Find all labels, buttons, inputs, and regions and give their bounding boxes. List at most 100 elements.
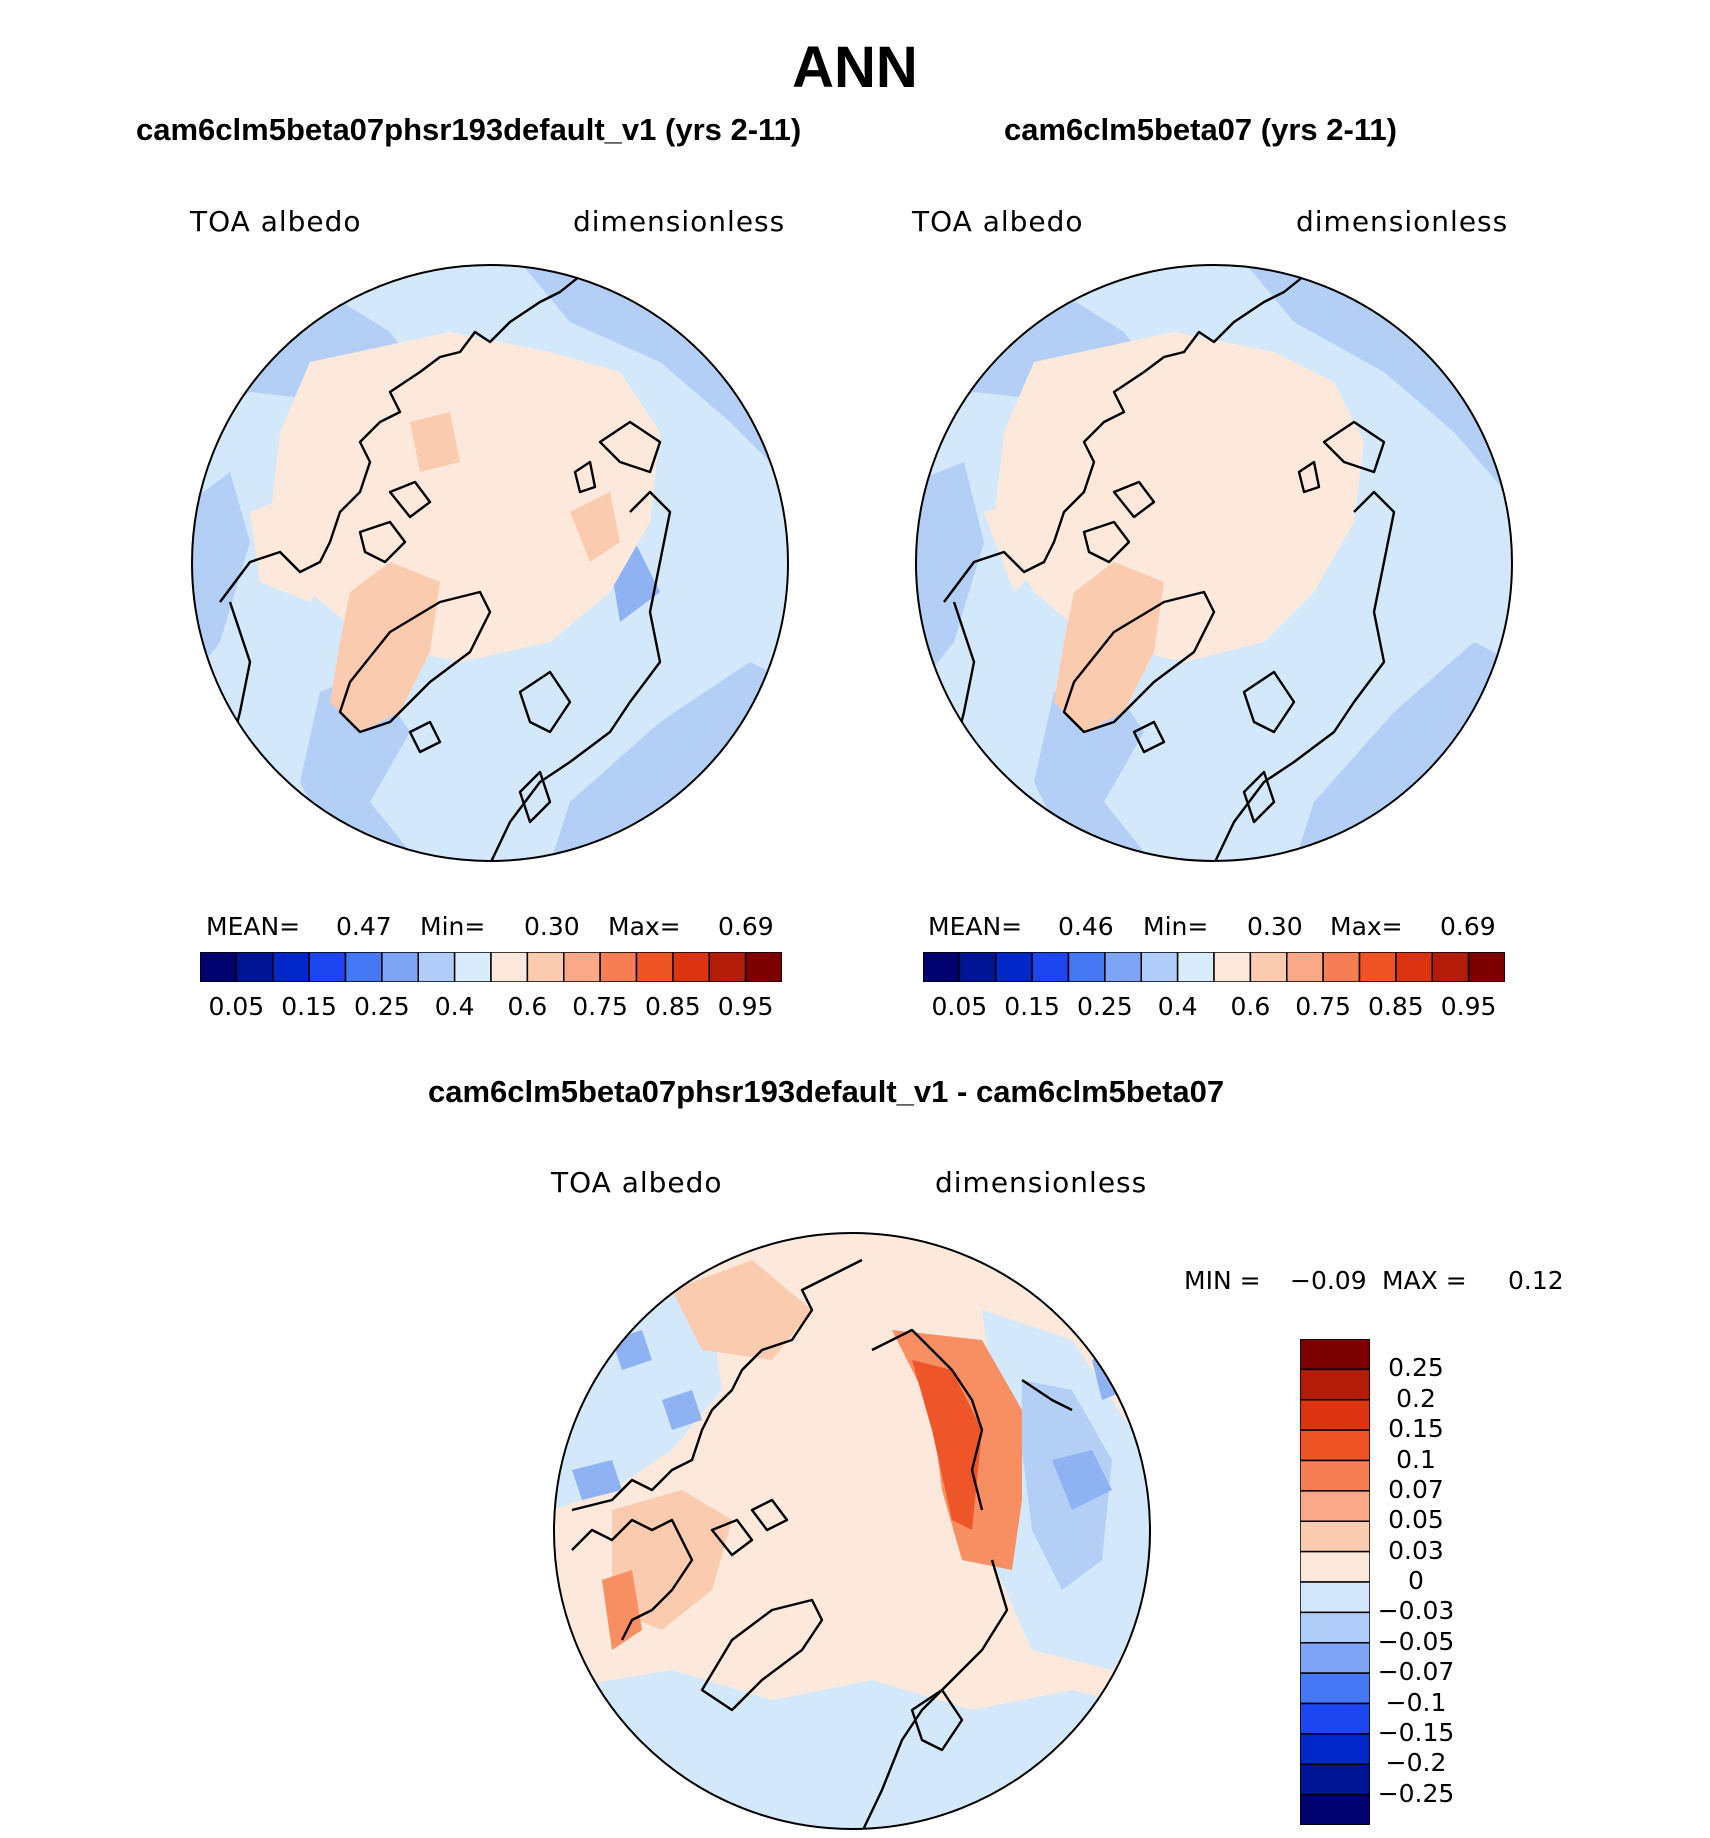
colorbar-tick-label: 0.6 xyxy=(507,992,548,1021)
difference-colorbar xyxy=(1300,1339,1370,1825)
colorbar-swatch xyxy=(1300,1642,1370,1674)
colorbar-swatch xyxy=(1300,1702,1370,1735)
colorbar-tick-label: 0.4 xyxy=(434,992,475,1021)
colorbar-swatch xyxy=(1395,952,1433,982)
colorbar-tick-label: 0.25 xyxy=(1077,992,1133,1021)
colorbar-tick-label: 0.6 xyxy=(1230,992,1271,1021)
colorbar-swatch xyxy=(272,952,310,982)
panel-1-units: dimensionless xyxy=(573,205,786,238)
colorbar-swatch xyxy=(672,952,710,982)
colorbar-tick-label: 0.15 xyxy=(281,992,337,1021)
colorbar-tick-label: 0.75 xyxy=(572,992,628,1021)
difference-units: dimensionless xyxy=(935,1166,1148,1199)
colorbar-swatch xyxy=(1300,1429,1370,1462)
colorbar-tick-label: 0.4 xyxy=(1157,992,1198,1021)
panel-2-min-label: Min= xyxy=(1143,912,1209,941)
colorbar-swatch xyxy=(1300,1399,1370,1431)
colorbar-swatch xyxy=(1031,952,1070,982)
panel-1-colorbar xyxy=(200,952,782,982)
colorbar-tick-label: 0.95 xyxy=(717,992,774,1021)
colorbar-swatch xyxy=(1286,952,1324,982)
colorbar-tick-label: 0.25 xyxy=(1388,1353,1444,1383)
colorbar-swatch xyxy=(344,952,383,982)
colorbar-swatch xyxy=(1140,952,1179,982)
colorbar-swatch xyxy=(1300,1550,1370,1583)
difference-coastlines xyxy=(571,1258,1073,1829)
colorbar-swatch xyxy=(744,952,782,982)
panel-1-min-value: 0.30 xyxy=(524,912,580,941)
colorbar-swatch xyxy=(958,952,997,982)
colorbar-swatch xyxy=(381,952,419,982)
difference-map xyxy=(553,1232,1151,1830)
colorbar-swatch xyxy=(923,952,961,982)
colorbar-tick-label: −0.05 xyxy=(1377,1626,1455,1656)
colorbar-swatch xyxy=(1104,952,1142,982)
panel-2-max-value: 0.69 xyxy=(1440,912,1496,941)
colorbar-swatch xyxy=(1300,1520,1370,1553)
colorbar-swatch xyxy=(1300,1672,1370,1705)
colorbar-tick-label: 0.85 xyxy=(645,992,701,1021)
difference-min-value: −0.09 xyxy=(1290,1266,1367,1295)
colorbar-swatch xyxy=(1322,952,1361,982)
panel-2-units: dimensionless xyxy=(1296,205,1509,238)
colorbar-tick-label: 0.15 xyxy=(1388,1414,1444,1444)
difference-title: cam6clm5beta07phsr193default_v1 - cam6cl… xyxy=(428,1074,1225,1109)
panel-2-colorbar xyxy=(923,952,1505,982)
colorbar-swatch xyxy=(453,952,492,982)
difference-variable: TOA albedo xyxy=(551,1166,723,1199)
difference-max-value: 0.12 xyxy=(1508,1266,1564,1295)
panel-1-min-label: Min= xyxy=(420,912,486,941)
colorbar-swatch xyxy=(708,952,747,982)
colorbar-swatch xyxy=(1300,1490,1370,1522)
colorbar-swatch xyxy=(1300,1339,1370,1371)
colorbar-tick-label: 0 xyxy=(1408,1566,1424,1595)
colorbar-tick-label: −0.25 xyxy=(1377,1778,1455,1808)
colorbar-swatch xyxy=(417,952,456,982)
colorbar-swatch xyxy=(490,952,529,982)
colorbar-swatch xyxy=(235,952,274,982)
colorbar-swatch xyxy=(1249,952,1288,982)
colorbar-swatch xyxy=(563,952,601,982)
panel-2-variable: TOA albedo xyxy=(912,205,1084,238)
colorbar-swatch xyxy=(1300,1611,1370,1644)
panel-1-max-label: Max= xyxy=(608,912,681,941)
difference-max-label: MAX = xyxy=(1382,1266,1467,1295)
panel-1-mean-label: MEAN= xyxy=(206,912,301,941)
difference-min-label: MIN = xyxy=(1184,1266,1261,1295)
colorbar-tick-label: 0.05 xyxy=(931,992,988,1021)
colorbar-swatch xyxy=(1300,1459,1370,1492)
colorbar-tick-label: −0.15 xyxy=(1377,1717,1455,1747)
panel-1-variable: TOA albedo xyxy=(190,205,362,238)
colorbar-swatch xyxy=(200,952,238,982)
colorbar-tick-label: 0.75 xyxy=(1295,992,1351,1021)
panel-2-title: cam6clm5beta07 (yrs 2-11) xyxy=(1004,112,1397,147)
panel-1-map xyxy=(191,264,789,862)
colorbar-swatch xyxy=(1300,1368,1370,1401)
colorbar-swatch xyxy=(1431,952,1470,982)
colorbar-tick-label: 0.85 xyxy=(1368,992,1424,1021)
panel-2-map xyxy=(915,264,1513,862)
colorbar-swatch xyxy=(599,952,638,982)
panel-2-max-label: Max= xyxy=(1330,912,1403,941)
panel-2-min-value: 0.30 xyxy=(1247,912,1303,941)
colorbar-swatch xyxy=(1467,952,1505,982)
colorbar-swatch xyxy=(526,952,565,982)
colorbar-tick-label: 0.05 xyxy=(1388,1505,1444,1535)
colorbar-swatch xyxy=(635,952,674,982)
panel-2-mean-value: 0.46 xyxy=(1058,912,1114,941)
colorbar-swatch xyxy=(1358,952,1397,982)
colorbar-swatch xyxy=(308,952,347,982)
colorbar-swatch xyxy=(1213,952,1252,982)
colorbar-swatch xyxy=(995,952,1033,982)
colorbar-tick-label: 0.95 xyxy=(1440,992,1497,1021)
colorbar-tick-label: −0.07 xyxy=(1377,1657,1455,1687)
colorbar-tick-label: −0.03 xyxy=(1377,1596,1455,1626)
panel-1-title: cam6clm5beta07phsr193default_v1 (yrs 2-1… xyxy=(136,112,802,147)
panel-1-mean-value: 0.47 xyxy=(336,912,392,941)
colorbar-swatch xyxy=(1300,1581,1370,1614)
colorbar-swatch xyxy=(1300,1763,1370,1796)
panel-1-max-value: 0.69 xyxy=(718,912,774,941)
colorbar-swatch xyxy=(1300,1793,1370,1825)
colorbar-tick-label: 0.25 xyxy=(354,992,410,1021)
page-title: ANN xyxy=(792,35,918,100)
